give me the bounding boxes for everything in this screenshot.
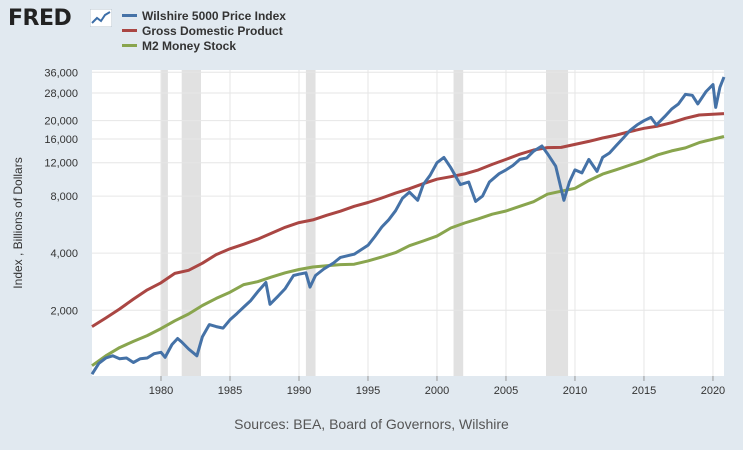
recession-band-1 <box>181 70 202 376</box>
y-tick-label-4: 16,000 <box>44 134 78 146</box>
legend-label-wilshire: Wilshire 5000 Price Index <box>142 8 286 23</box>
x-tick-label-3: 1995 <box>356 385 380 397</box>
y-tick-label-7: 36,000 <box>44 67 78 79</box>
recession-band-4 <box>545 70 569 376</box>
series-line-wilshire <box>90 76 726 376</box>
recession-band-2 <box>305 70 316 376</box>
legend-item-wilshire[interactable]: Wilshire 5000 Price Index <box>122 8 286 23</box>
y-tick-labels: 2,000 4,000 8,000 12,000 16,000 20,000 28,000 3… <box>44 67 78 317</box>
legend-swatch-gdp <box>122 29 137 32</box>
chart-source: Sources: BEA, Board of Governors, Wilshi… <box>234 416 509 432</box>
legend-item-gdp[interactable]: Gross Domestic Product <box>122 23 286 38</box>
line-chart: 2,000 4,000 8,000 12,000 16,000 20,000 28,000 3… <box>11 67 726 397</box>
series-lines <box>90 76 726 376</box>
x-tick-label-0: 1980 <box>149 385 173 397</box>
legend-label-gdp: Gross Domestic Product <box>142 23 283 38</box>
legend-label-m2: M2 Money Stock <box>142 38 237 53</box>
y-tick-label-3: 12,000 <box>44 158 78 170</box>
legend-swatch-m2 <box>122 44 137 47</box>
y-tick-label-0: 2,000 <box>50 305 78 317</box>
fred-chart-icon <box>90 9 112 27</box>
fred-logo[interactable]: FRED <box>8 6 72 31</box>
y-gridlines <box>92 71 724 311</box>
y-axis-label: Index , Billions of Dollars <box>11 157 25 288</box>
series-line-gdp <box>91 112 725 328</box>
x-tick-label-5: 2005 <box>494 385 518 397</box>
x-tick-label-4: 2000 <box>425 385 449 397</box>
y-tick-label-2: 8,000 <box>50 191 78 203</box>
y-tick-label-5: 20,000 <box>44 116 78 128</box>
x-tick-label-6: 2010 <box>563 385 587 397</box>
x-tick-label-8: 2020 <box>701 385 725 397</box>
legend-swatch-wilshire <box>122 14 137 17</box>
series-line-m2 <box>91 135 725 367</box>
x-tick-label-2: 1990 <box>287 385 311 397</box>
recession-band-0 <box>160 70 168 376</box>
y-tick-label-6: 28,000 <box>44 88 78 100</box>
recession-band-3 <box>453 70 464 376</box>
x-tick-label-1: 1985 <box>218 385 242 397</box>
y-tick-label-1: 4,000 <box>50 248 78 260</box>
x-tick-labels: 1980 1985 1990 1995 2000 2005 2010 2015 2020 <box>149 385 725 397</box>
legend-item-m2[interactable]: M2 Money Stock <box>122 38 286 53</box>
x-tick-label-7: 2015 <box>632 385 656 397</box>
chart-legend: Wilshire 5000 Price Index Gross Domestic… <box>122 8 286 53</box>
